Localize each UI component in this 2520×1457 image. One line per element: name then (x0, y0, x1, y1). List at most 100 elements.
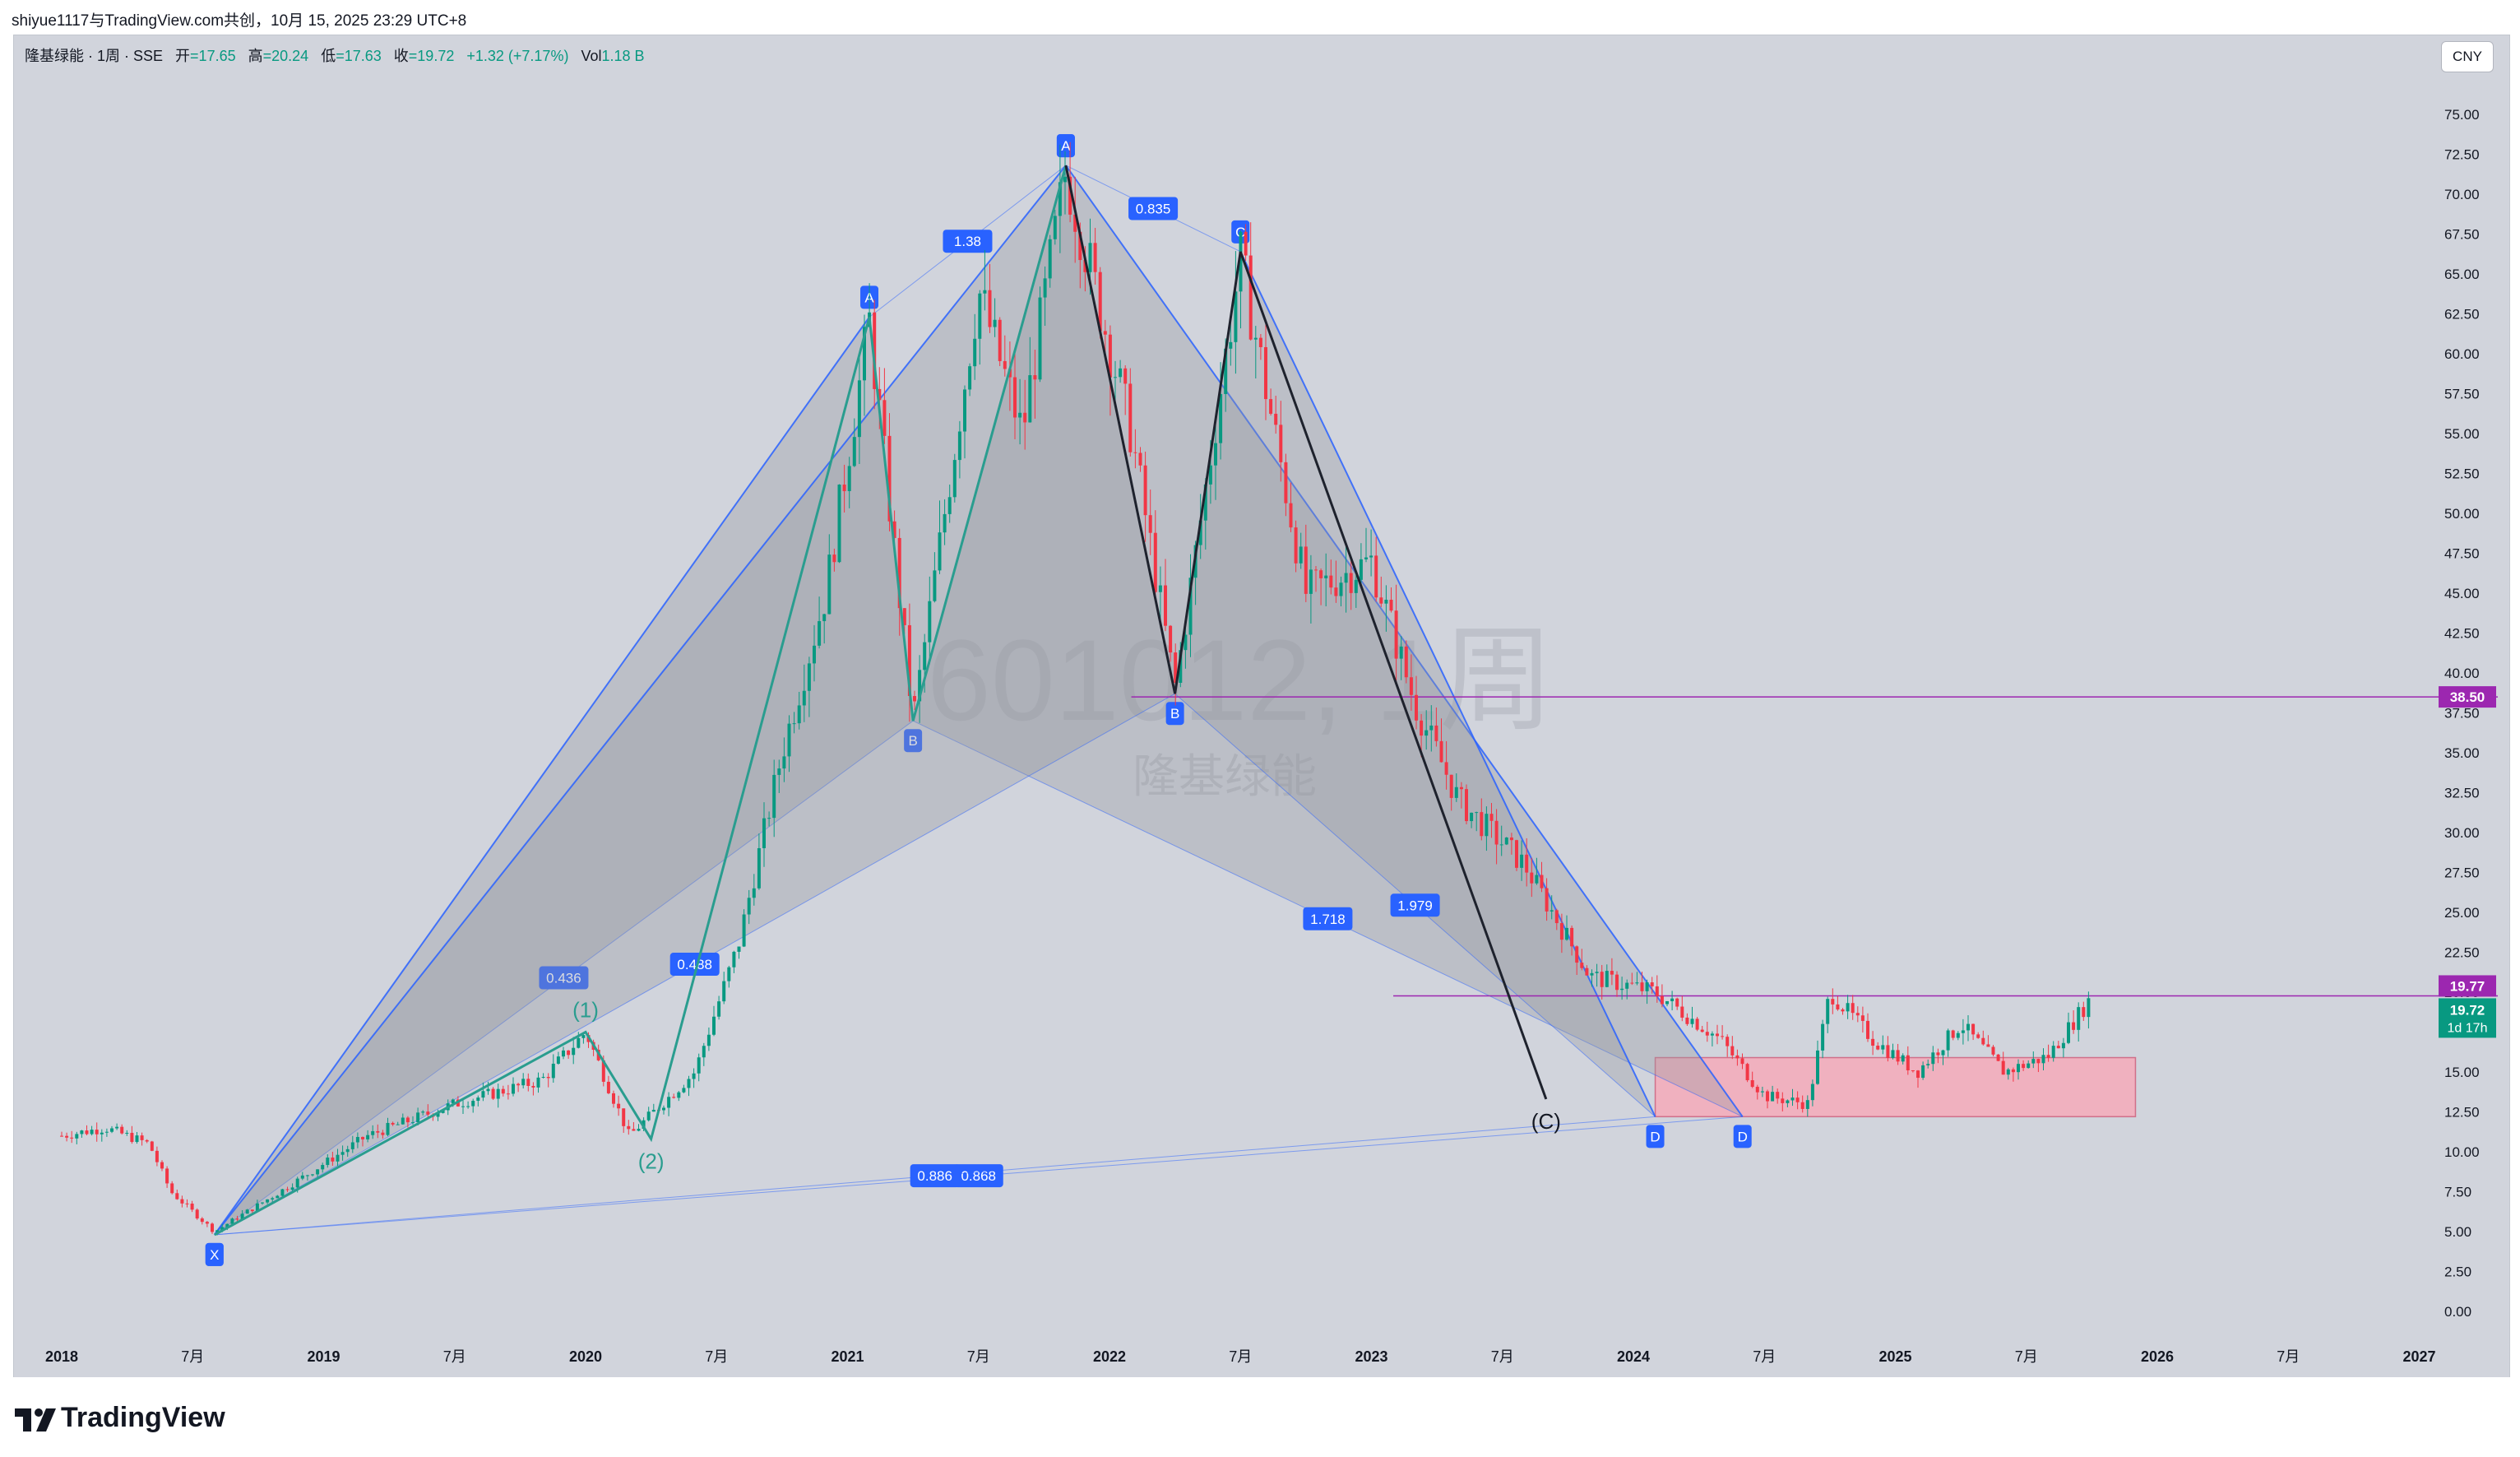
harmonic-point-badge (1165, 702, 1184, 726)
candle-body (722, 981, 726, 1002)
candle-body (1956, 1032, 1960, 1038)
candle (1234, 251, 1238, 374)
candle-body (496, 1088, 500, 1099)
elliott-wave-line (214, 165, 1068, 1237)
harmonic-point-b: B (904, 729, 923, 753)
candle (1158, 566, 1162, 621)
candle (1600, 964, 1604, 1000)
candle (1329, 559, 1333, 595)
candle (968, 363, 972, 397)
candle (1570, 925, 1574, 956)
candle-body (145, 1139, 149, 1142)
x-tick-label: 2023 (1355, 1348, 1387, 1365)
candle (1284, 453, 1288, 517)
y-tick-label: 57.50 (2444, 387, 2480, 402)
candle-body (933, 570, 937, 601)
candle (391, 1121, 395, 1126)
candle (1685, 1013, 1689, 1026)
harmonic-point-badge (205, 1242, 224, 1266)
candle-body (271, 1198, 275, 1199)
candle (1253, 326, 1258, 378)
candle-body (973, 338, 977, 367)
candle-body (476, 1097, 480, 1102)
candle (496, 1083, 500, 1108)
candle (1670, 991, 1675, 1011)
candle (1766, 1089, 1769, 1109)
candle-body (747, 898, 751, 915)
candle-body (2056, 1046, 2060, 1049)
candle (1344, 545, 1348, 613)
candle-body (1540, 875, 1544, 889)
candle-body (190, 1204, 194, 1210)
candle (1058, 144, 1062, 253)
candle-body (245, 1209, 249, 1214)
candle-body (401, 1117, 405, 1125)
candle-body (1063, 176, 1067, 183)
candle-body (1349, 573, 1353, 593)
candle (1750, 1071, 1754, 1088)
candle (897, 528, 901, 636)
candle (1429, 705, 1434, 752)
candle (807, 657, 811, 717)
candle (818, 596, 822, 649)
candle (145, 1139, 149, 1144)
watermark-name: 隆基绿能 (1133, 750, 1317, 804)
candle-body (1038, 297, 1042, 380)
candle (606, 1075, 610, 1095)
candle-body (1891, 1050, 1895, 1059)
candle (1680, 995, 1684, 1022)
candle-body (797, 705, 801, 724)
candle-body (1148, 515, 1152, 533)
candle (1941, 1049, 1945, 1065)
candle-body (1420, 720, 1424, 736)
candle-body (1314, 569, 1318, 571)
candle-body (1800, 1102, 1804, 1109)
candle-body (295, 1178, 299, 1188)
candle (366, 1130, 370, 1143)
candle (722, 972, 726, 1005)
candle-body (1253, 337, 1258, 340)
candle-body (1384, 599, 1388, 604)
candle-body (250, 1209, 254, 1212)
candle-body (2031, 1059, 2036, 1064)
candle-body (1319, 570, 1323, 578)
candle (617, 1095, 621, 1116)
candle-body (687, 1079, 691, 1088)
abc-wave-line (1239, 251, 1548, 1100)
x-tick-label: 7月 (1229, 1348, 1252, 1365)
candle-body (1615, 974, 1619, 991)
harmonic-point-badge (1646, 1125, 1665, 1148)
candle (2027, 1060, 2031, 1069)
candle (1133, 429, 1137, 469)
harmonic-ratio-badge: 0.436 (539, 966, 589, 990)
candle-body (1570, 927, 1574, 947)
candle-body (957, 431, 961, 461)
candle-body (1530, 872, 1534, 884)
currency-button[interactable]: CNY (2441, 41, 2494, 72)
candle (80, 1130, 84, 1138)
candle (75, 1131, 79, 1144)
candle (1093, 227, 1097, 285)
candle (60, 1131, 63, 1137)
y-tick-label: 10.00 (2444, 1144, 2480, 1160)
candle (211, 1222, 214, 1234)
candle (1871, 1031, 1875, 1056)
candle-body (135, 1135, 139, 1143)
candle (115, 1123, 119, 1130)
y-tick-label: 27.50 (2444, 865, 2480, 881)
candle (782, 737, 786, 782)
wave-label: (2) (638, 1148, 665, 1173)
chart-area[interactable]: 601012, 1周 隆基绿能 0.00 2.50 5.00 7.50 10.00 12.50… (13, 35, 2510, 1379)
candle-body (1103, 331, 1107, 335)
candle-body (426, 1111, 430, 1115)
candle-body (70, 1137, 74, 1139)
candle (562, 1046, 565, 1060)
candle (687, 1075, 691, 1097)
candle (1906, 1046, 1910, 1075)
candle-body (1816, 1050, 1819, 1084)
candle (772, 759, 776, 838)
candle-body (1494, 820, 1499, 845)
candle-body (541, 1076, 545, 1078)
candle (421, 1110, 425, 1116)
